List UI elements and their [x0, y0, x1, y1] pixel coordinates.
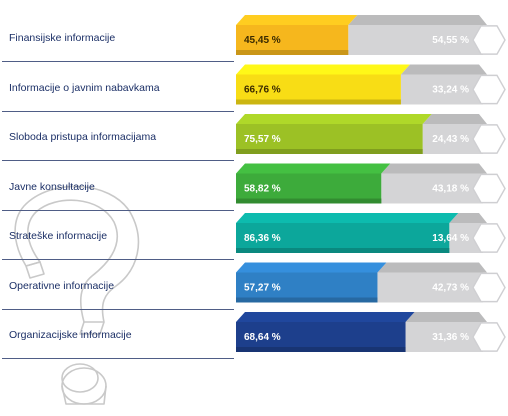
bar-segment-remaining-top	[348, 15, 487, 25]
value-label: 24,43 %	[432, 134, 469, 145]
row-separator	[2, 358, 234, 359]
hexagon-end-cap	[472, 74, 506, 105]
bar-segment-remaining	[377, 272, 483, 303]
bar-segment-value-top	[236, 312, 415, 322]
category-label: Sloboda pristupa informacijama	[9, 131, 157, 143]
bar-segment-value-top	[236, 15, 358, 25]
row-separator	[2, 110, 234, 112]
row-separator	[2, 209, 234, 211]
category-label: Informacije o javnim nabavkama	[9, 81, 160, 94]
bar-segment-remaining	[422, 124, 483, 154]
bar-segment-remaining	[381, 173, 483, 204]
bar-segment-value-top	[236, 213, 459, 223]
category-label: Finansijske informacije	[9, 32, 116, 44]
bar-segment-value-shadow	[236, 198, 382, 204]
value-label: 58,82 %	[244, 184, 281, 195]
category-label: Operativne informacije	[9, 279, 115, 292]
hexagon-end-cap	[472, 223, 506, 253]
value-label: 54,55 %	[432, 35, 469, 46]
bar-segment-remaining-top	[381, 163, 487, 174]
bar-segment-remaining	[405, 322, 483, 352]
value-label: 86,36 %	[244, 233, 281, 244]
value-label: 33,24 %	[432, 85, 469, 96]
value-label: 68,64 %	[244, 332, 281, 343]
bar-segment-value-top	[236, 262, 387, 273]
row-separator	[2, 259, 234, 260]
hexagon-end-cap	[472, 322, 506, 352]
bar-segment-remaining	[348, 25, 483, 55]
bar-segment-value-top	[236, 114, 432, 124]
hexagon-end-cap	[472, 173, 506, 204]
hexagon-end-cap	[472, 272, 506, 303]
bar-segment-remaining-top	[405, 312, 487, 322]
bar-segment-value-shadow	[236, 248, 450, 253]
category-label: Organizacijske informacije	[9, 329, 132, 341]
bar-segment-remaining-top	[422, 114, 487, 124]
bar-segment-value-shadow	[236, 50, 349, 55]
value-label: 66,76 %	[244, 85, 281, 96]
bar-segment-remaining-top	[449, 213, 487, 223]
question-mark-sketch	[14, 185, 140, 405]
bar-segment-value-shadow	[236, 347, 406, 352]
bar-segment-value-top	[236, 64, 410, 75]
bar-segment-remaining	[400, 74, 483, 105]
category-label: Strateške informacije	[9, 230, 108, 242]
value-label: 75,57 %	[244, 134, 281, 145]
bar-segment-remaining-top	[377, 262, 487, 273]
bar-segment-value-shadow	[236, 99, 401, 105]
bar-segment-value-shadow	[236, 149, 423, 154]
value-label: 43,18 %	[432, 184, 469, 195]
value-label: 45,45 %	[244, 35, 281, 46]
value-label: 13,64 %	[432, 233, 469, 244]
hexagon-end-cap	[472, 124, 506, 154]
bar-segment-value-shadow	[236, 297, 378, 303]
category-label: Javne konsultacije	[9, 180, 95, 193]
hexagon-end-cap	[472, 25, 506, 55]
value-label: 57,27 %	[244, 283, 281, 294]
row-separator	[2, 308, 234, 310]
row-separator	[2, 160, 234, 161]
bar-segment-remaining	[449, 223, 483, 253]
row-separator	[2, 61, 234, 62]
value-label: 42,73 %	[432, 283, 469, 294]
bar-segment-remaining-top	[400, 64, 487, 75]
bar-segment-value-top	[236, 163, 391, 174]
value-label: 31,36 %	[432, 332, 469, 343]
